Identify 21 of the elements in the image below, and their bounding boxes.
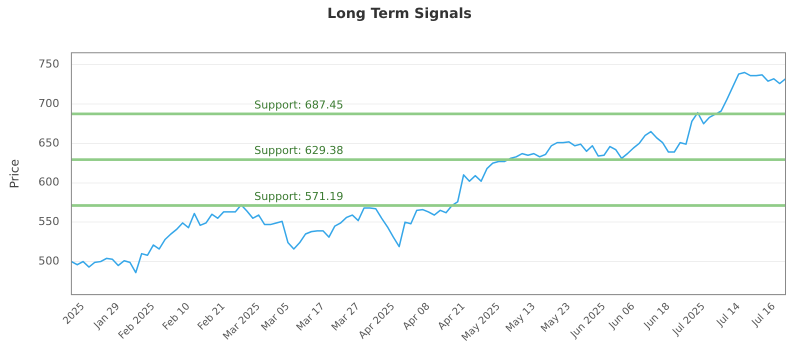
x-tick-label: Apr 21: [436, 301, 468, 332]
x-tick-label: Apr 08: [401, 301, 432, 332]
x-tick-label: Jul 16: [750, 301, 778, 330]
ref-line-label: Support: 571.19: [254, 190, 344, 203]
y-tick-label: 550: [38, 215, 60, 228]
x-tick-label: Mar 17: [294, 301, 328, 334]
ref-line-label: Support: 629.38: [254, 144, 344, 157]
ref-line-label: Support: 687.45: [254, 98, 344, 112]
x-tick-label: Jun 06: [606, 301, 638, 332]
y-tick-label: 700: [38, 96, 60, 110]
y-tick-label: 500: [38, 254, 60, 268]
x-tick-label: Feb 10: [160, 301, 192, 333]
chart-title: Long Term Signals: [327, 6, 472, 22]
x-tick-label: Jul 14: [714, 301, 743, 330]
y-tick-label: 600: [38, 176, 60, 189]
y-axis-title: Price: [7, 159, 22, 188]
x-tick-label: Mar 05: [260, 301, 292, 334]
y-tick-label: 650: [38, 136, 60, 150]
x-tick-label: Jun 18: [642, 301, 672, 332]
x-tick-label: Jan 29: [92, 301, 122, 332]
y-tick-label: 750: [38, 57, 60, 70]
